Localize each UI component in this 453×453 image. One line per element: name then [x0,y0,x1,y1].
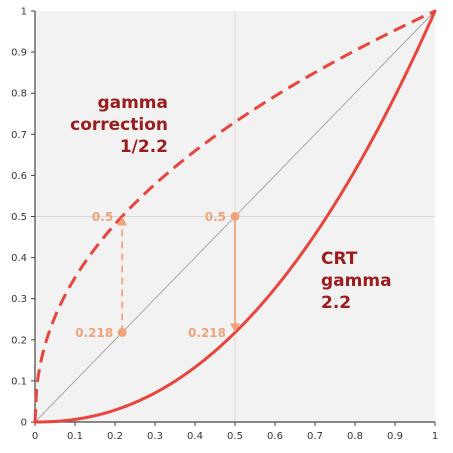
curve-label-line: gamma [321,271,392,291]
annotation-label-to: 0.5 [92,210,113,224]
x-tick-label: 1 [432,431,438,442]
y-tick-label: 0.4 [11,253,27,264]
x-tick-label: 0.2 [107,431,123,442]
x-tick-label: 0.8 [347,431,363,442]
gamma-correction-label: gamma correction 1/2.2 [70,93,168,157]
y-tick-label: 0.2 [11,335,27,346]
y-tick-label: 0.3 [11,294,27,305]
y-axis-ticks: 0 0.1 0.2 0.3 0.4 0.5 0.6 0.7 0.8 0.9 1 [11,7,35,429]
curve-label-line: gamma [97,93,168,113]
annotation-point [230,212,240,221]
annotation-label-from: 0.218 [75,326,113,340]
y-tick-label: 0.1 [11,376,27,387]
x-tick-label: 0.4 [187,431,203,442]
annotation-label-to: 0.218 [188,326,226,340]
x-tick-label: 0.3 [147,431,163,442]
y-tick-label: 0 [21,418,27,429]
y-tick-label: 0.8 [11,89,27,100]
x-tick-label: 0.9 [387,431,403,442]
annotation-arrow-head [117,216,128,226]
gamma-correction-curve [33,9,436,423]
x-tick-label: 0.6 [267,431,283,442]
x-tick-label: 0.5 [227,431,243,442]
curve-label-line: 1/2.2 [120,137,168,157]
curve-label-line: correction [70,115,168,135]
x-axis-ticks: 0 0.1 0.2 0.3 0.4 0.5 0.6 0.7 0.8 0.9 1 [32,422,438,442]
curve-label-line: 2.2 [321,293,351,313]
crt-gamma-curve [33,9,437,424]
annotation-arrow-head [230,323,240,333]
x-tick-label: 0 [32,431,38,442]
x-tick-label: 0.7 [307,431,323,442]
crt-gamma-label: CRT gamma 2.2 [321,249,392,313]
y-tick-label: 1 [21,7,27,18]
annotation-label-from: 0.5 [205,210,226,224]
curve-label-line: CRT [321,249,358,269]
y-tick-label: 0.5 [11,212,27,223]
annotations-group: 0.218 0.5 0.5 0.218 [75,210,240,340]
y-tick-label: 0.7 [11,130,27,141]
x-tick-label: 0.1 [67,431,83,442]
y-tick-label: 0.9 [11,48,27,59]
y-tick-label: 0.6 [11,171,27,182]
annotation-point [117,327,127,337]
